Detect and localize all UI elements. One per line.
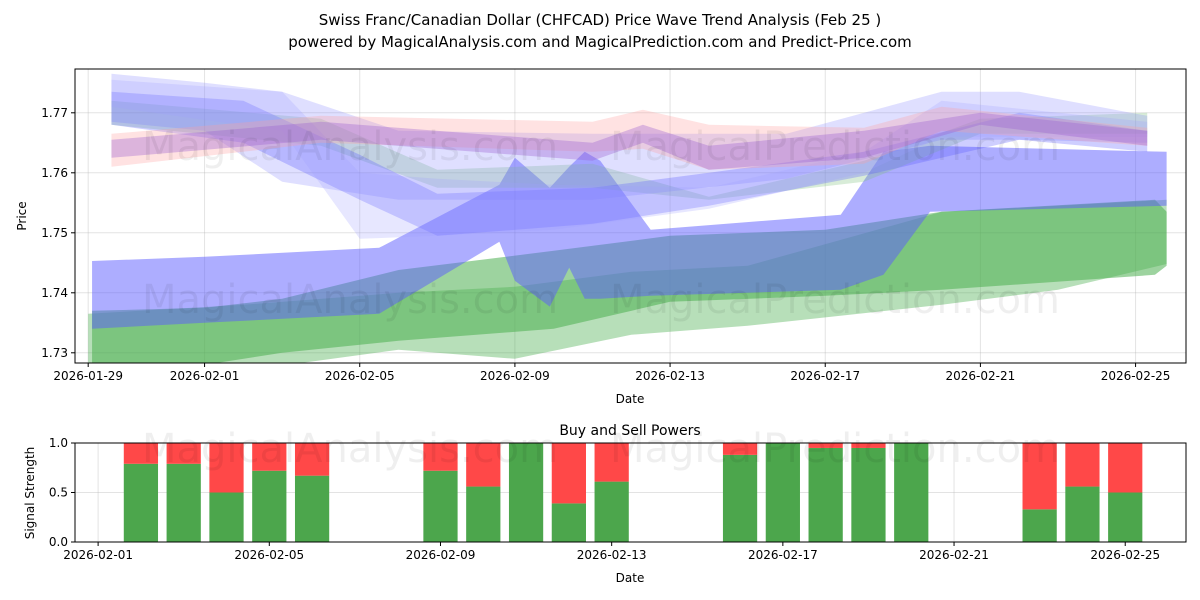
buy-bar [1022, 509, 1057, 542]
watermark: MagicalPrediction.com [610, 426, 1060, 472]
buy-bar [1108, 492, 1143, 542]
buy-bar [294, 475, 330, 542]
watermark: MagicalAnalysis.com [142, 426, 558, 472]
plot-frame [74, 442, 1187, 543]
wave-band-blue-wave [92, 145, 1167, 329]
y-tick-label: 1.75 [41, 226, 68, 240]
chart-subtitle: powered by MagicalAnalysis.com and Magic… [288, 33, 912, 51]
sell-bar [252, 443, 287, 471]
chart-title: Swiss Franc/Canadian Dollar (CHFCAD) Pri… [319, 11, 881, 29]
y-tick-label: 0.5 [49, 486, 68, 500]
sell-bar [551, 443, 586, 504]
sell-bar [209, 443, 244, 493]
bands [88, 73, 1167, 363]
y-tick-label: 1.0 [49, 436, 68, 450]
bottom-chart-title: Buy and Sell Powers [559, 423, 700, 439]
watermarks: MagicalAnalysis.com MagicalPrediction.co… [142, 124, 1060, 472]
buy-bar [209, 492, 244, 542]
wave-band-blue-1 [111, 73, 1148, 200]
y-tick-label: 1.76 [41, 166, 68, 180]
sell-bar [123, 443, 159, 464]
watermark: MagicalPrediction.com [610, 277, 1060, 323]
price-wave-plot: 2026-01-29 2026-02-01 2026-02-05 2026-02-09… [41, 68, 1187, 383]
y-tick-label: 1.73 [41, 346, 68, 360]
sell-bar [294, 443, 330, 476]
top-x-axis-label: Date [616, 392, 645, 406]
sell-bar [166, 443, 201, 464]
bottom-x-axis-label: Date [616, 571, 645, 585]
watermark: MagicalAnalysis.com [142, 124, 558, 170]
sell-bar [594, 443, 629, 482]
buy-bar [423, 470, 458, 542]
buy-bar [508, 443, 544, 542]
buy-bar [851, 447, 886, 542]
x-tick-label: 2026-01-29 [53, 369, 123, 383]
x-tick-label: 2026-02-09 [480, 369, 550, 383]
wave-band-blue-2 [111, 91, 1148, 236]
x-tick-label: 2026-02-09 [406, 548, 476, 562]
y-tick-label: 1.77 [41, 106, 68, 120]
buy-bar [551, 503, 586, 542]
wave-band-purple-1 [111, 112, 1148, 170]
buy-bar [1065, 486, 1100, 542]
x-tick-label: 2026-02-01 [63, 548, 133, 562]
x-tick-label: 2026-02-01 [170, 369, 240, 383]
wave-band-green-upper [111, 100, 1148, 200]
sell-bar [466, 443, 501, 487]
wave-band-pink-1 [111, 106, 1148, 170]
x-tick-label: 2026-02-17 [748, 548, 818, 562]
buy-bar [123, 463, 159, 542]
x-tick-label: 2026-02-05 [325, 369, 395, 383]
watermark: MagicalPrediction.com [610, 124, 1060, 170]
buy-sell-plot: 2026-02-01 2026-02-05 2026-02-09 2026-02-13… [49, 436, 1187, 562]
sell-bar [851, 443, 886, 448]
plot-frame [74, 68, 1187, 364]
x-tick-label: 2026-02-17 [790, 369, 860, 383]
sell-bar [1065, 443, 1100, 487]
buy-bar [594, 481, 629, 542]
x-tick-label: 2026-02-13 [635, 369, 705, 383]
x-tick-label: 2026-02-21 [946, 369, 1016, 383]
sell-bar [722, 443, 758, 455]
sell-bar [808, 443, 843, 448]
x-tick-label: 2026-02-05 [234, 548, 304, 562]
top-y-axis-label: Price [15, 201, 29, 230]
x-tick-label: 2026-02-21 [919, 548, 989, 562]
sell-bar [1108, 443, 1143, 493]
watermark: MagicalAnalysis.com [142, 277, 558, 323]
sell-bar [1022, 443, 1057, 510]
buy-bar [808, 447, 843, 542]
wave-band-blue-3 [111, 79, 1148, 239]
buy-bar [166, 463, 201, 542]
x-tick-label: 2026-02-25 [1101, 369, 1171, 383]
buy-bar [252, 470, 287, 542]
sell-bar [423, 443, 458, 471]
buy-bar [765, 443, 800, 542]
y-tick-label: 1.74 [41, 286, 68, 300]
buy-bar [894, 443, 929, 542]
x-tick-label: 2026-02-25 [1090, 548, 1160, 562]
x-tick-label: 2026-02-13 [577, 548, 647, 562]
buy-bar [466, 486, 501, 542]
y-tick-label: 0.0 [49, 535, 68, 549]
buy-bar [722, 454, 758, 542]
bottom-y-axis-label: Signal Strength [23, 447, 37, 540]
